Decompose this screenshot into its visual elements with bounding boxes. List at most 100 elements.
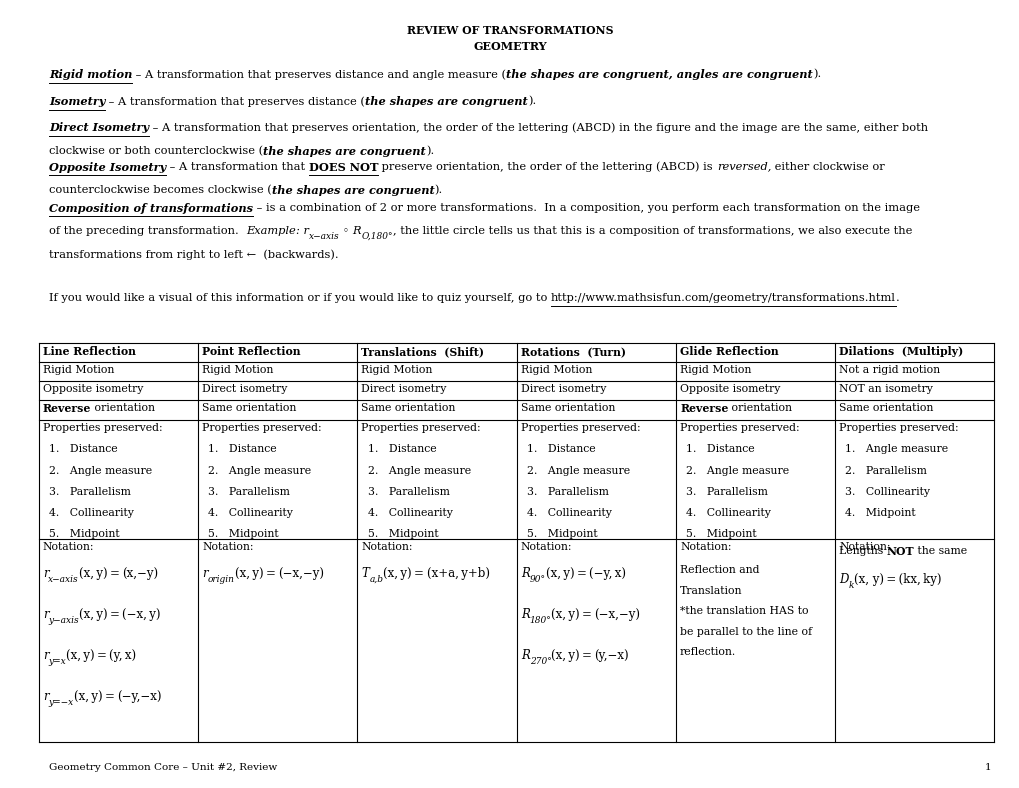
Text: y=−x: y=−x: [49, 697, 73, 707]
Text: (x, y) =: (x, y) =: [383, 567, 426, 580]
Text: r: r: [43, 567, 49, 580]
Text: DOES NOT: DOES NOT: [309, 162, 378, 173]
Text: 4.   Collinearity: 4. Collinearity: [527, 508, 611, 519]
Text: 3.   Parallelism: 3. Parallelism: [208, 487, 289, 497]
Text: Notation:: Notation:: [43, 541, 94, 552]
Text: Properties preserved:: Properties preserved:: [839, 423, 958, 433]
Text: 1.   Distance: 1. Distance: [208, 444, 276, 455]
Text: REVIEW OF TRANSFORMATIONS: REVIEW OF TRANSFORMATIONS: [407, 25, 612, 36]
Text: 2.   Angle measure: 2. Angle measure: [367, 466, 470, 476]
Text: Isometry: Isometry: [49, 96, 105, 107]
Text: (x, y) =: (x, y) =: [73, 690, 117, 703]
Text: orientation: orientation: [91, 403, 155, 414]
Text: Opposite isometry: Opposite isometry: [680, 385, 780, 394]
Text: (y,−x): (y,−x): [594, 649, 629, 662]
Text: 1.   Angle measure: 1. Angle measure: [845, 444, 948, 455]
Text: D: D: [839, 573, 848, 586]
Text: be parallel to the line of: be parallel to the line of: [680, 626, 811, 637]
Text: NOT an isometry: NOT an isometry: [839, 385, 932, 394]
Text: Notation:: Notation:: [680, 541, 731, 552]
Text: 3.   Parallelism: 3. Parallelism: [527, 487, 608, 497]
Text: ◦ R: ◦ R: [339, 226, 362, 236]
Text: Same orientation: Same orientation: [361, 403, 455, 414]
Text: Same orientation: Same orientation: [202, 403, 297, 414]
Text: Dilations  (Multiply): Dilations (Multiply): [839, 346, 962, 357]
Text: 4.   Collinearity: 4. Collinearity: [367, 508, 452, 519]
Text: Direct Isometry: Direct Isometry: [49, 122, 149, 133]
Text: : r: : r: [296, 226, 309, 236]
Text: (x, y) =: (x, y) =: [66, 649, 109, 662]
Text: R: R: [521, 649, 529, 662]
Text: counterclockwise becomes clockwise (: counterclockwise becomes clockwise (: [49, 185, 271, 195]
Text: 2.   Angle measure: 2. Angle measure: [49, 466, 152, 476]
Text: O,180°: O,180°: [362, 232, 393, 240]
Text: Line Reflection: Line Reflection: [43, 346, 136, 357]
Text: 1.   Distance: 1. Distance: [527, 444, 595, 455]
Text: (x+a, y+b): (x+a, y+b): [426, 567, 489, 580]
Text: Properties preserved:: Properties preserved:: [680, 423, 799, 433]
Text: the shapes are congruent: the shapes are congruent: [365, 96, 528, 107]
Text: 2.   Angle measure: 2. Angle measure: [208, 466, 311, 476]
Text: Notation:: Notation:: [202, 541, 254, 552]
Text: x−axis: x−axis: [309, 232, 339, 240]
Text: ).: ).: [425, 146, 434, 156]
Text: (x, y) =: (x, y) =: [79, 608, 122, 621]
Text: r: r: [202, 567, 208, 580]
Text: Opposite Isometry: Opposite Isometry: [49, 162, 166, 173]
Text: 3.   Parallelism: 3. Parallelism: [49, 487, 130, 497]
Text: Rigid Motion: Rigid Motion: [43, 365, 114, 375]
Text: Reverse: Reverse: [43, 403, 91, 414]
Text: ).: ).: [434, 185, 442, 195]
Text: 4.   Collinearity: 4. Collinearity: [686, 508, 770, 519]
Text: (x, y) =: (x, y) =: [551, 608, 594, 621]
Text: clockwise or both counterclockwise (: clockwise or both counterclockwise (: [49, 146, 263, 156]
Text: Translation: Translation: [680, 585, 742, 596]
Text: 2.   Parallelism: 2. Parallelism: [845, 466, 926, 476]
Text: Rigid Motion: Rigid Motion: [521, 365, 591, 375]
Text: Example: Example: [246, 226, 296, 236]
Text: (y, x): (y, x): [109, 649, 137, 662]
Text: (−x, y): (−x, y): [122, 608, 161, 621]
Text: NOT: NOT: [886, 546, 913, 557]
Text: Point Reflection: Point Reflection: [202, 346, 301, 357]
Text: 2.   Angle measure: 2. Angle measure: [527, 466, 630, 476]
Text: of the preceding transformation.: of the preceding transformation.: [49, 226, 246, 236]
Text: k: k: [848, 581, 853, 590]
Text: (x, y) = (kx, ky): (x, y) = (kx, ky): [853, 573, 941, 586]
Text: 2.   Angle measure: 2. Angle measure: [686, 466, 789, 476]
Text: Opposite isometry: Opposite isometry: [43, 385, 143, 394]
Text: 90°: 90°: [529, 574, 545, 584]
Text: the shapes are congruent: the shapes are congruent: [263, 146, 425, 157]
Text: .: .: [895, 293, 899, 303]
Text: 180°: 180°: [529, 615, 551, 625]
Text: ).: ).: [812, 69, 820, 80]
Text: (x, y) =: (x, y) =: [545, 567, 588, 580]
Text: (−x,−y): (−x,−y): [594, 608, 640, 621]
Text: R: R: [521, 608, 529, 621]
Text: (−y,−x): (−y,−x): [117, 690, 161, 703]
Text: Notation:: Notation:: [521, 541, 572, 552]
Text: 270°: 270°: [529, 656, 551, 666]
Text: Reflection and: Reflection and: [680, 565, 759, 575]
Text: 4.   Collinearity: 4. Collinearity: [49, 508, 133, 519]
Text: – is a combination of 2 or more transformations.  In a composition, you perform : – is a combination of 2 or more transfor…: [253, 203, 919, 213]
Text: preserve orientation, the order of the lettering (ABCD) is: preserve orientation, the order of the l…: [378, 162, 716, 172]
Text: Notation:: Notation:: [839, 541, 890, 552]
Text: 3.   Parallelism: 3. Parallelism: [686, 487, 767, 497]
Text: (x,−y): (x,−y): [122, 567, 158, 580]
Text: transformations from right to left ←  (backwards).: transformations from right to left ← (ba…: [49, 250, 338, 260]
Text: 1: 1: [984, 764, 990, 772]
Text: – A transformation that preserves distance and angle measure (: – A transformation that preserves distan…: [132, 69, 505, 80]
Text: origin: origin: [208, 574, 234, 584]
Text: the shapes are congruent: the shapes are congruent: [271, 185, 434, 196]
Text: Rigid Motion: Rigid Motion: [680, 365, 751, 375]
Text: 1.   Distance: 1. Distance: [367, 444, 436, 455]
Text: x−axis: x−axis: [49, 574, 79, 584]
Text: Notation:: Notation:: [361, 541, 413, 552]
Text: Composition of transformations: Composition of transformations: [49, 203, 253, 214]
Text: orientation: orientation: [728, 403, 792, 414]
Text: Same orientation: Same orientation: [521, 403, 614, 414]
Text: R: R: [521, 567, 529, 580]
Text: – A transformation that preserves distance (: – A transformation that preserves distan…: [105, 96, 365, 106]
Text: Properties preserved:: Properties preserved:: [361, 423, 481, 433]
